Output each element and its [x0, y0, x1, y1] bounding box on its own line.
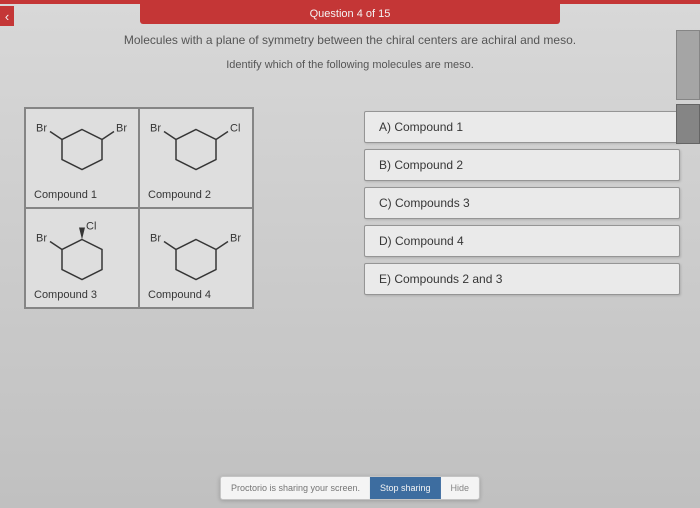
side-thumbnail — [676, 30, 700, 100]
svg-text:Br: Br — [116, 122, 127, 134]
compound-label: Compound 2 — [144, 187, 215, 203]
answer-option-d[interactable]: D) Compound 4 — [364, 225, 680, 257]
screen-share-bar: Proctorio is sharing your screen. Stop s… — [220, 476, 480, 500]
hide-share-button[interactable]: Hide — [441, 477, 480, 499]
compound-label: Compound 4 — [144, 287, 215, 303]
svg-text:Br: Br — [230, 232, 241, 244]
svg-text:Cl: Cl — [86, 220, 96, 232]
share-status-text: Proctorio is sharing your screen. — [221, 477, 370, 499]
answer-list: A) Compound 1 B) Compound 2 C) Compounds… — [364, 107, 680, 309]
molecule-2: Br Cl — [146, 113, 246, 187]
compound-cell-3: Br Cl Compound 3 — [25, 208, 139, 308]
content-area: Br Br Compound 1 Br Cl Compound 2 Br Cl — [0, 87, 700, 309]
compound-label: Compound 3 — [30, 287, 101, 303]
answer-option-b[interactable]: B) Compound 2 — [364, 149, 680, 181]
svg-text:Br: Br — [36, 232, 47, 244]
answer-option-e[interactable]: E) Compounds 2 and 3 — [364, 263, 680, 295]
answer-option-c[interactable]: C) Compounds 3 — [364, 187, 680, 219]
svg-text:Cl: Cl — [230, 122, 240, 134]
compound-cell-4: Br Br Compound 4 — [139, 208, 253, 308]
molecule-4: Br Br — [146, 213, 246, 287]
back-button[interactable]: ‹ — [0, 6, 14, 26]
svg-text:Br: Br — [150, 232, 161, 244]
svg-text:Br: Br — [150, 122, 161, 134]
compound-cell-2: Br Cl Compound 2 — [139, 108, 253, 208]
molecule-3: Br Cl — [32, 213, 132, 287]
compounds-grid: Br Br Compound 1 Br Cl Compound 2 Br Cl — [24, 107, 254, 309]
compound-label: Compound 1 — [30, 187, 101, 203]
stop-sharing-button[interactable]: Stop sharing — [370, 477, 441, 499]
side-thumbnail-2 — [676, 104, 700, 144]
compound-cell-1: Br Br Compound 1 — [25, 108, 139, 208]
answer-option-a[interactable]: A) Compound 1 — [364, 111, 680, 143]
molecule-1: Br Br — [32, 113, 132, 187]
svg-text:Br: Br — [36, 122, 47, 134]
instruction-subtext: Identify which of the following molecule… — [0, 53, 700, 87]
instruction-text: Molecules with a plane of symmetry betwe… — [0, 24, 700, 53]
question-progress: Question 4 of 15 — [140, 4, 560, 24]
